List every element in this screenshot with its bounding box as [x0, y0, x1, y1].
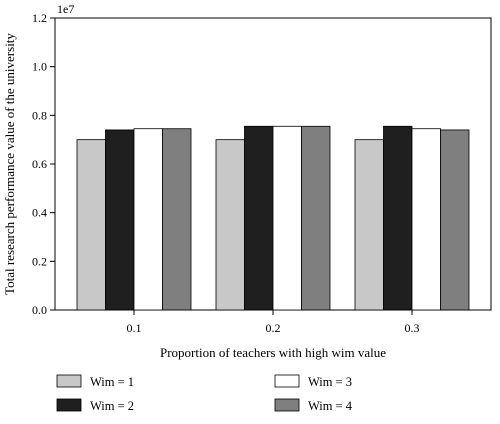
legend-label: Wim = 1 [90, 375, 134, 389]
x-tick-label: 0.1 [127, 321, 142, 335]
y-axis: 0.0 0.2 0.4 0.6 0.8 1.0 1.2 [32, 11, 55, 317]
bar-wim-4-0.3 [440, 129, 470, 311]
bar-wim-2-0.3 [383, 125, 413, 311]
y-tick-label: 0.4 [32, 206, 47, 220]
legend-swatch [274, 398, 300, 412]
bar-wim-3-0.3 [411, 128, 441, 311]
bar-wim-4-0.1 [162, 128, 192, 311]
legend-swatch [56, 374, 82, 388]
legend-swatch [274, 374, 300, 388]
y-tick-label: 1.2 [32, 11, 47, 25]
legend-label: Wim = 2 [90, 399, 134, 413]
x-tick-label: 0.2 [266, 321, 281, 335]
bar-wim-2-0.2 [244, 125, 274, 311]
bars-group [76, 125, 470, 311]
bar-wim-2-0.1 [105, 129, 135, 311]
legend: Wim = 1 Wim = 2 Wim = 3 Wim = 4 [56, 374, 353, 413]
y-multiplier-label: 1e7 [57, 2, 74, 16]
bar-wim-3-0.2 [272, 125, 302, 311]
x-tick-label: 0.3 [405, 321, 420, 335]
legend-label: Wim = 3 [308, 375, 352, 389]
bar-wim-3-0.1 [133, 128, 163, 311]
x-axis: 0.1 0.2 0.3 [127, 310, 420, 335]
x-axis-label: Proportion of teachers with high wim val… [160, 345, 386, 360]
legend-swatch [56, 398, 82, 412]
bar-wim-1-0.2 [215, 139, 245, 311]
legend-label: Wim = 4 [308, 399, 353, 413]
y-tick-label: 0.2 [32, 254, 47, 268]
bar-wim-1-0.1 [76, 139, 106, 311]
y-tick-label: 0.0 [32, 303, 47, 317]
bar-wim-4-0.2 [301, 125, 331, 311]
y-tick-label: 1.0 [32, 60, 47, 74]
y-tick-label: 0.8 [32, 108, 47, 122]
bar-wim-1-0.3 [354, 139, 384, 311]
y-axis-label: Total research performance value of the … [2, 33, 17, 295]
y-tick-label: 0.6 [32, 157, 47, 171]
